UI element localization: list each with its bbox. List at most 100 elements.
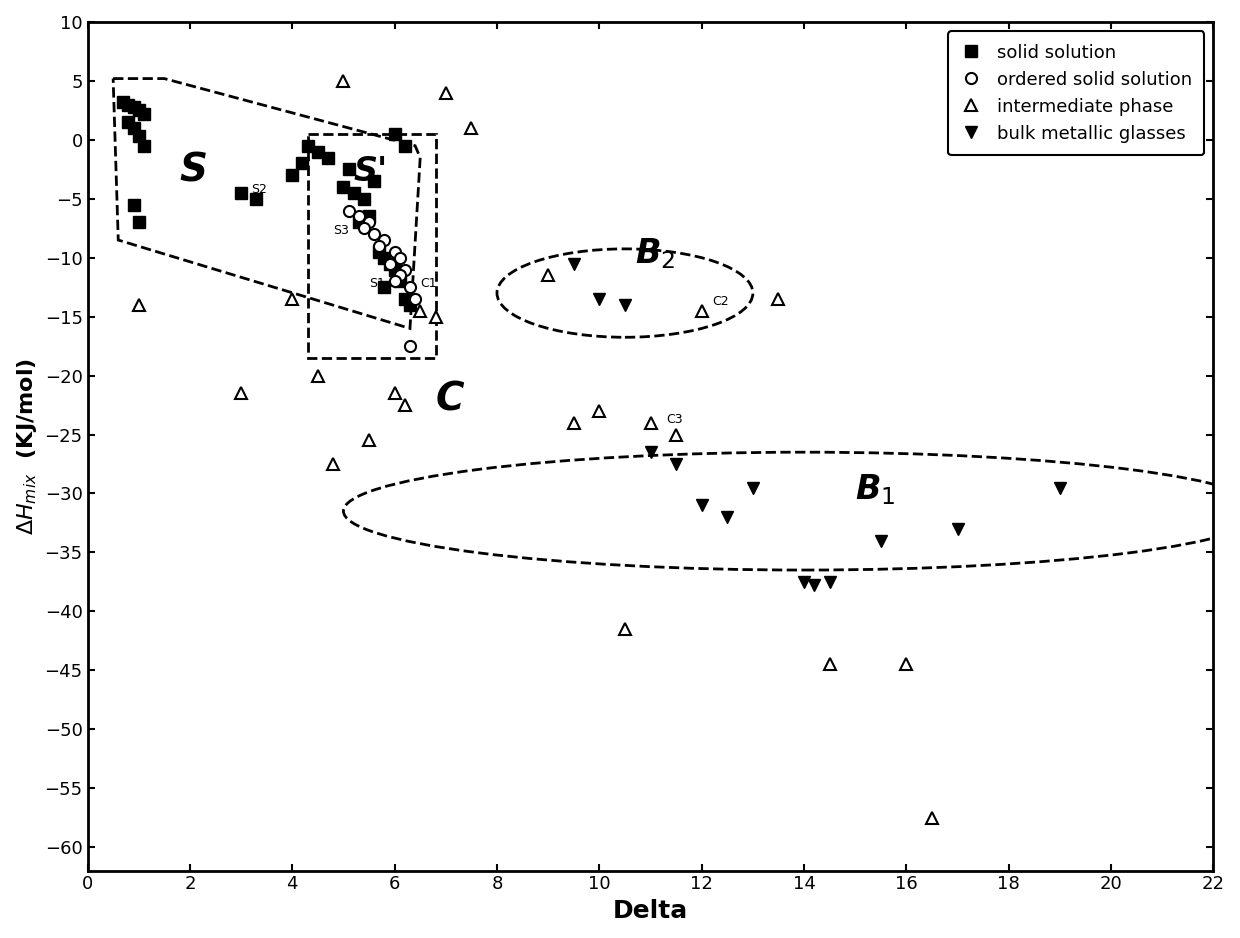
Text: S1: S1 [370,278,384,290]
intermediate phase [668,429,683,440]
bulk metallic glasses [567,258,582,269]
solid solution [295,158,310,169]
Legend: solid solution, ordered solid solution, intermediate phase, bulk metallic glasse: solid solution, ordered solid solution, … [947,31,1204,156]
intermediate phase [233,387,248,399]
intermediate phase [285,294,300,305]
Text: B$_2$: B$_2$ [635,236,676,271]
intermediate phase [541,270,556,281]
solid solution [131,105,146,116]
solid solution [115,97,130,108]
solid solution [285,170,300,181]
intermediate phase [567,417,582,429]
solid solution [351,217,366,228]
ordered solid solution [382,258,397,269]
intermediate phase [822,658,837,670]
intermediate phase [362,435,377,446]
solid solution [249,193,264,204]
solid solution [321,152,336,163]
bulk metallic glasses [745,482,760,493]
X-axis label: Delta: Delta [613,899,688,923]
bulk metallic glasses [618,299,632,310]
Line: ordered solid solution: ordered solid solution [343,205,420,352]
solid solution [122,98,136,110]
solid solution [131,217,146,228]
Text: S3: S3 [334,224,350,237]
solid solution [387,264,402,275]
solid solution [126,101,141,113]
intermediate phase [326,459,341,470]
bulk metallic glasses [807,580,822,591]
solid solution [362,211,377,222]
ordered solid solution [403,281,418,293]
bulk metallic glasses [644,446,658,458]
intermediate phase [899,658,914,670]
ordered solid solution [392,252,407,264]
bulk metallic glasses [873,535,888,546]
Text: C2: C2 [712,295,729,308]
Line: solid solution: solid solution [118,97,415,310]
Line: bulk metallic glasses: bulk metallic glasses [568,258,1065,591]
bulk metallic glasses [668,459,683,470]
intermediate phase [413,305,428,316]
solid solution [126,199,141,210]
intermediate phase [397,400,412,411]
bulk metallic glasses [694,500,709,511]
ordered solid solution [356,222,371,234]
bulk metallic glasses [1053,482,1068,493]
solid solution [136,140,151,151]
ordered solid solution [377,234,392,246]
bulk metallic glasses [950,523,965,535]
intermediate phase [439,87,454,98]
solid solution [346,188,361,199]
Line: intermediate phase: intermediate phase [133,75,937,824]
ordered solid solution [351,211,366,222]
ordered solid solution [397,264,412,275]
intermediate phase [336,75,351,86]
Text: S: S [180,151,207,189]
Text: S2: S2 [252,183,267,196]
solid solution [122,116,136,128]
solid solution [310,146,325,158]
ordered solid solution [341,204,356,216]
solid solution [367,175,382,187]
solid solution [397,294,412,305]
ordered solid solution [408,294,423,305]
ordered solid solution [362,217,377,228]
intermediate phase [925,812,940,824]
ordered solid solution [367,229,382,240]
intermediate phase [310,370,325,381]
ordered solid solution [403,340,418,352]
solid solution [397,140,412,151]
solid solution [356,193,371,204]
solid solution [403,299,418,310]
solid solution [126,123,141,134]
Text: B$_1$: B$_1$ [856,473,895,507]
intermediate phase [428,311,443,323]
ordered solid solution [387,246,402,257]
solid solution [136,108,151,119]
Text: C: C [435,381,464,419]
intermediate phase [644,417,658,429]
bulk metallic glasses [796,576,811,587]
intermediate phase [131,299,146,310]
solid solution [382,258,397,269]
bulk metallic glasses [591,294,606,305]
Text: S': S' [353,155,388,189]
ordered solid solution [387,276,402,287]
solid solution [392,276,407,287]
solid solution [387,129,402,140]
Text: C1: C1 [420,278,436,290]
intermediate phase [464,123,479,134]
Text: C3: C3 [666,413,682,426]
solid solution [131,130,146,142]
solid solution [377,252,392,264]
intermediate phase [771,294,786,305]
bulk metallic glasses [822,576,837,587]
intermediate phase [387,387,402,399]
solid solution [372,246,387,257]
solid solution [341,164,356,175]
Y-axis label: $\Delta H_{mix}$  (KJ/mol): $\Delta H_{mix}$ (KJ/mol) [15,357,38,535]
intermediate phase [618,624,632,635]
intermediate phase [591,405,606,416]
solid solution [377,281,392,293]
